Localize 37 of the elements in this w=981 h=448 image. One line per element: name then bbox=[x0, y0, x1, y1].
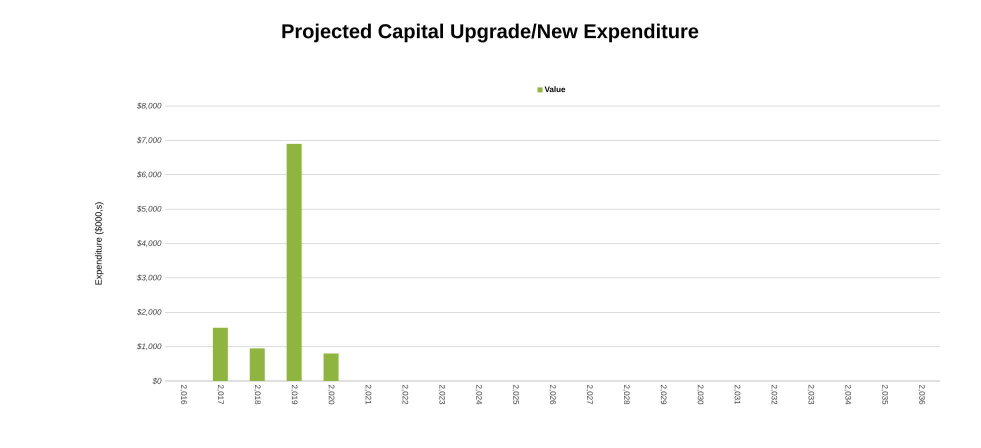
x-tick-label: 2,022 bbox=[402, 384, 408, 404]
y-tick-label: $1,000 bbox=[136, 343, 162, 350]
chart-title: Projected Capital Upgrade/New Expenditure bbox=[282, 24, 698, 42]
x-tick-label: 2,029 bbox=[660, 384, 667, 404]
x-tick-label: 2,024 bbox=[475, 384, 482, 404]
y-tick-label: $7,000 bbox=[136, 136, 162, 144]
x-tick-label: 2,030 bbox=[696, 384, 704, 404]
x-tick-label: 2,031 bbox=[734, 384, 740, 404]
x-tick-label: 2,017 bbox=[217, 384, 224, 404]
y-tick-label: $0 bbox=[152, 378, 162, 384]
x-tick-label: 2,018 bbox=[254, 384, 261, 404]
x-tick-label: 2,021 bbox=[364, 384, 372, 404]
x-tick-label: 2,028 bbox=[623, 384, 630, 404]
y-tick-label: $5,000 bbox=[136, 206, 162, 213]
y-tick-label: $6,000 bbox=[136, 171, 162, 178]
y-tick-label: $3,000 bbox=[136, 274, 162, 282]
y-tick-label: $4,000 bbox=[136, 240, 162, 247]
x-tick-label: 2,036 bbox=[918, 384, 925, 404]
x-tick-label: 2,035 bbox=[881, 384, 888, 404]
x-tick-label: 2,033 bbox=[808, 384, 814, 404]
bar bbox=[250, 348, 265, 381]
y-tick-label: $8,000 bbox=[136, 102, 162, 110]
x-tick-label: 2,025 bbox=[512, 384, 519, 404]
legend-label: Value bbox=[544, 86, 566, 92]
x-tick-label: 2,034 bbox=[844, 384, 852, 404]
y-tick-label: $2,000 bbox=[136, 308, 162, 316]
x-tick-label: 2,016 bbox=[180, 384, 187, 404]
bar bbox=[324, 354, 339, 381]
bar bbox=[286, 144, 302, 381]
x-tick-label: 2,032 bbox=[770, 384, 778, 404]
x-tick-label: 2,019 bbox=[290, 384, 298, 404]
x-tick-label: 2,020 bbox=[328, 384, 334, 404]
x-tick-label: 2,027 bbox=[586, 384, 593, 404]
bar bbox=[212, 328, 228, 381]
x-tick-label: 2,023 bbox=[438, 384, 446, 404]
y-axis-title: Expenditure ($000,s) bbox=[94, 202, 104, 285]
x-tick-label: 2,026 bbox=[549, 384, 556, 404]
